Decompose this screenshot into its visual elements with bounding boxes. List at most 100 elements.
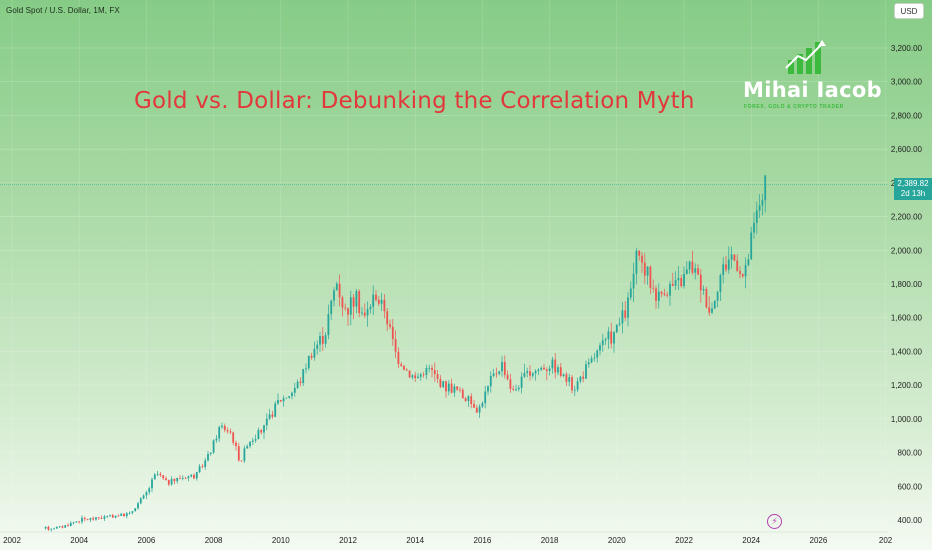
candle-body (436, 374, 439, 379)
candle-body (369, 306, 372, 310)
candle-body (176, 478, 179, 482)
candle-body (445, 381, 447, 392)
candle-body (134, 508, 137, 512)
x-tick-label: 2008 (205, 536, 223, 545)
candle-body (375, 294, 377, 300)
candle-body (170, 478, 173, 485)
candle-body (727, 259, 730, 270)
candle-body (235, 442, 237, 447)
candle-body (201, 466, 204, 468)
candle-body (352, 297, 355, 307)
candle-body (428, 367, 431, 369)
y-tick-label: 1,200.00 (891, 381, 923, 390)
x-tick-label: 2018 (541, 536, 559, 545)
candle-body (417, 376, 419, 379)
candle-body (243, 448, 246, 461)
x-tick-label: 2012 (339, 536, 357, 545)
candle-body (459, 389, 461, 391)
candle-body (232, 432, 235, 443)
candle-body (464, 398, 467, 401)
x-tick-label: 2020 (608, 536, 626, 545)
candle-body (229, 431, 232, 433)
candle-body (282, 398, 285, 402)
candle-body (117, 515, 120, 517)
candle-body (568, 377, 571, 382)
candle-body (688, 261, 691, 270)
candle-body (148, 488, 151, 493)
y-tick-label: 600.00 (898, 482, 923, 491)
candle-body (215, 438, 218, 441)
candle-body (193, 474, 195, 479)
candle-body (260, 430, 263, 433)
candle-body (573, 389, 576, 391)
y-tick-label: 2,200.00 (891, 213, 923, 222)
candle-body (702, 289, 705, 291)
chart-title: Gold vs. Dollar: Debunking the Correlati… (134, 88, 695, 114)
candle-body (442, 381, 445, 388)
candle-body (195, 472, 198, 479)
candle-body (131, 511, 134, 513)
candle-body (207, 453, 209, 461)
candle-body (125, 513, 128, 517)
candle-body (81, 517, 83, 522)
candle-body (744, 265, 747, 277)
candle-body (604, 339, 607, 341)
candle-body (69, 523, 72, 526)
candle-body (162, 475, 165, 479)
candle-body (55, 526, 58, 529)
candle-body (307, 355, 310, 369)
candle-body (593, 357, 596, 359)
candle-body (565, 374, 568, 382)
candle-body (64, 525, 67, 528)
candle-body (89, 518, 92, 520)
candle-body (590, 358, 593, 363)
x-tick-label: 2022 (675, 536, 693, 545)
brand-name: Mihai Iacob (743, 78, 882, 102)
candle-body (526, 371, 529, 373)
x-tick-label: 2002 (3, 536, 21, 545)
candle-body (587, 362, 590, 365)
candle-body (512, 388, 515, 390)
x-tick-label: 2010 (272, 536, 290, 545)
candle-body (324, 335, 327, 344)
candle-body (296, 381, 299, 388)
candle-body (184, 477, 187, 479)
candle-body (652, 287, 655, 289)
candle-body (139, 498, 142, 504)
lightning-bolt-icon[interactable]: ⚡ (767, 514, 782, 529)
candle-body (456, 386, 459, 390)
candle-body (246, 446, 249, 449)
candle-body (265, 418, 268, 426)
candle-body (537, 369, 540, 371)
candle-body (691, 261, 694, 273)
currency-button[interactable]: USD (894, 3, 924, 19)
x-tick-label: 2016 (474, 536, 492, 545)
candle-body (557, 367, 559, 373)
candle-body (618, 323, 621, 325)
candle-body (506, 374, 509, 380)
candle-body (736, 260, 739, 272)
candle-body (128, 512, 131, 514)
candle-body (495, 373, 498, 375)
candle-body (95, 517, 97, 520)
candle-body (268, 414, 271, 419)
x-tick-label: 2026 (810, 536, 828, 545)
candle-body (422, 374, 425, 376)
candle-body (333, 290, 335, 301)
candle-body (249, 441, 251, 447)
candle-body (153, 474, 156, 480)
candle-body (562, 374, 565, 376)
candle-body (576, 381, 579, 390)
candle-body (461, 389, 464, 399)
candle-body (114, 515, 117, 518)
candle-body (78, 521, 81, 523)
candle-body (218, 427, 221, 439)
candle-body (198, 466, 201, 473)
candle-body (254, 439, 257, 441)
candle-body (279, 399, 282, 402)
candle-body (251, 440, 254, 442)
candle-body (741, 274, 744, 277)
candle-body (190, 474, 193, 477)
candle-body (501, 362, 503, 372)
